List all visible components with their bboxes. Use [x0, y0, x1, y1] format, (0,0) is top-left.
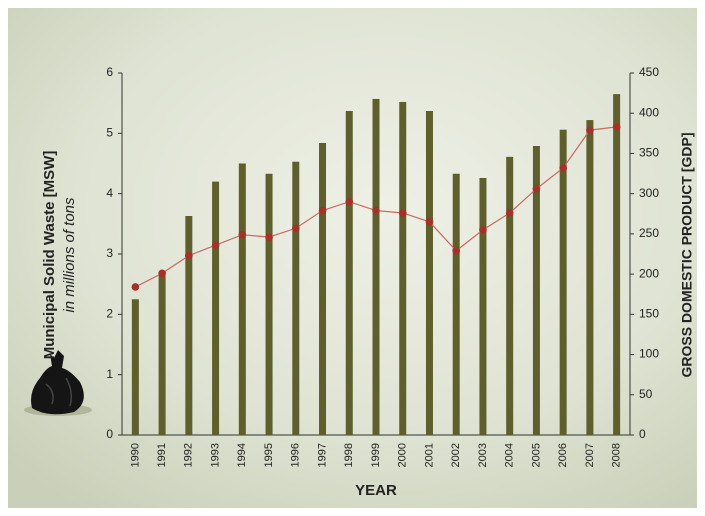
y2-tick-label: 100 [639, 347, 659, 361]
bar [159, 272, 166, 435]
x-tick-label: 2000 [397, 443, 409, 467]
y2-tick-label: 50 [639, 387, 653, 401]
bar [185, 216, 192, 435]
bar [506, 157, 513, 435]
bar [586, 120, 593, 435]
y-tick-label: 2 [106, 307, 113, 321]
line-marker [239, 231, 247, 239]
bar [292, 162, 299, 435]
bar [613, 94, 620, 435]
line-marker [479, 226, 487, 234]
bar [399, 102, 406, 435]
chart: Municipal Solid Waste [MSW] in millions … [0, 0, 705, 516]
x-tick-label: 2001 [423, 443, 435, 467]
y2-tick-label: 150 [639, 307, 659, 321]
line-marker [426, 218, 434, 226]
x-tick-label: 2007 [584, 443, 596, 467]
y2-tick-label: 400 [639, 105, 659, 119]
x-tick-label: 2002 [450, 443, 462, 467]
y-axis-subtitle: in millions of tons [61, 197, 78, 313]
line-marker [185, 252, 193, 260]
y-tick-label: 5 [106, 126, 113, 140]
line-marker [372, 207, 380, 215]
x-tick-label: 1990 [129, 443, 141, 467]
bar [239, 164, 246, 436]
line-marker [319, 207, 327, 215]
bar [212, 182, 219, 435]
line-marker [345, 198, 353, 206]
bar [319, 143, 326, 435]
line-marker [452, 247, 460, 255]
line-marker [399, 209, 407, 217]
bar [132, 299, 139, 435]
line-marker [533, 185, 541, 193]
x-tick-label: 2004 [504, 443, 516, 467]
line-marker [586, 126, 594, 134]
x-tick-label: 1999 [370, 443, 382, 467]
y-tick-label: 0 [106, 427, 113, 441]
y2-tick-label: 300 [639, 186, 659, 200]
y-tick-label: 4 [106, 186, 113, 200]
x-axis-title: YEAR [355, 482, 397, 499]
y-tick-label: 3 [106, 246, 113, 260]
y-tick-label: 6 [106, 65, 113, 79]
y2-tick-label: 450 [639, 65, 659, 79]
bar [346, 111, 353, 435]
bar [373, 99, 380, 435]
x-tick-label: 1997 [316, 443, 328, 467]
y2-tick-label: 200 [639, 266, 659, 280]
x-tick-label: 2005 [530, 443, 542, 467]
y2-tick-label: 350 [639, 146, 659, 160]
x-tick-label: 1998 [343, 443, 355, 467]
y-axis-title: Municipal Solid Waste [MSW] [41, 151, 58, 360]
x-tick-label: 1992 [183, 443, 195, 467]
bar [560, 130, 567, 435]
bar [453, 174, 460, 435]
bar [426, 111, 433, 435]
x-tick-label: 2006 [557, 443, 569, 467]
y-tick-label: 1 [106, 367, 113, 381]
x-tick-label: 1993 [209, 443, 221, 467]
x-tick-label: 1994 [236, 443, 248, 467]
x-tick-label: 1995 [263, 443, 275, 467]
bar [479, 178, 486, 435]
line-marker [265, 233, 273, 241]
line-marker [132, 283, 140, 291]
line-marker [158, 270, 166, 278]
y2-tick-label: 0 [639, 427, 646, 441]
line-marker [559, 164, 567, 172]
line-marker [506, 209, 514, 217]
line-marker [613, 123, 621, 131]
line-marker [292, 224, 300, 232]
y2-axis-title: GROSS DOMESTIC PRODUCT [GDP] [679, 132, 695, 377]
line-marker [212, 241, 220, 249]
x-tick-label: 2008 [611, 443, 623, 467]
bar [266, 174, 273, 435]
x-tick-label: 1996 [290, 443, 302, 467]
y2-tick-label: 250 [639, 226, 659, 240]
x-tick-label: 1991 [156, 443, 168, 467]
x-tick-label: 2003 [477, 443, 489, 467]
